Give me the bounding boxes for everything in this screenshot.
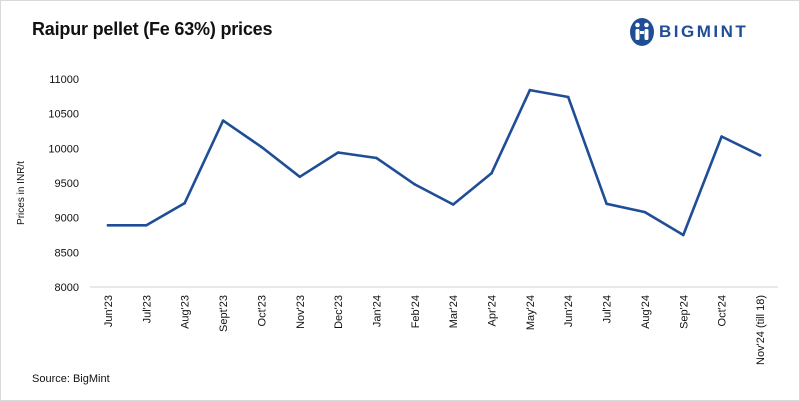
chart-title: Raipur pellet (Fe 63%) prices xyxy=(32,19,273,39)
data-point xyxy=(490,171,493,175)
y-tick-label: 9500 xyxy=(55,178,79,190)
x-axis: Jun'23 Jul'23 Aug'23 Sept'23 Oct'23 Nov'23 Dec… xyxy=(103,295,767,365)
data-point xyxy=(145,223,148,227)
data-point xyxy=(566,95,570,99)
x-tick-label: Apr'24 xyxy=(487,295,499,326)
x-tick-label: Sep'24 xyxy=(678,295,690,329)
x-tick-label: Sept'23 xyxy=(218,295,230,332)
x-tick-label: Jul'24 xyxy=(602,295,614,323)
y-axis-title: Prices in INR/t xyxy=(16,161,27,225)
x-tick-label: Jun'23 xyxy=(103,295,115,327)
x-tick-label: Aug'23 xyxy=(180,295,192,329)
data-point xyxy=(375,156,378,160)
x-tick-label: Jan'24 xyxy=(371,295,383,327)
x-tick-label: May'24 xyxy=(525,295,537,330)
bigmint-logo: BIGMINT xyxy=(629,15,779,49)
data-point xyxy=(183,201,187,205)
bigmint-logo-text: BIGMINT xyxy=(659,22,749,41)
y-tick-label: 10500 xyxy=(48,109,79,121)
data-point xyxy=(528,88,532,92)
chart-source: Source: BigMint xyxy=(32,373,110,385)
x-tick-label: Mar'24 xyxy=(448,295,460,328)
x-tick-label: Nov'23 xyxy=(295,295,307,329)
x-tick-label: Dec'23 xyxy=(333,295,345,329)
x-tick-label: Jul'23 xyxy=(141,295,153,323)
x-tick-label: Feb'24 xyxy=(410,295,422,328)
data-point xyxy=(260,145,263,149)
data-point xyxy=(298,175,302,179)
data-point xyxy=(643,210,647,214)
data-point xyxy=(451,203,455,206)
data-point xyxy=(106,223,110,227)
y-tick-label: 9000 xyxy=(55,213,79,225)
data-point xyxy=(413,183,417,186)
data-point xyxy=(758,153,762,157)
x-tick-label: Jun'24 xyxy=(563,295,575,327)
data-point xyxy=(221,119,225,122)
y-tick-label: 10000 xyxy=(48,143,79,155)
data-point xyxy=(605,202,608,206)
y-tick-label: 11000 xyxy=(49,74,79,86)
bigmint-logo-icon xyxy=(630,18,654,46)
y-tick-label: 8000 xyxy=(55,282,79,294)
x-tick-label: Aug'24 xyxy=(640,295,652,329)
data-points xyxy=(106,88,762,237)
y-axis: 8000 8500 9000 9500 10000 10500 11000 xyxy=(48,74,79,294)
x-tick-label: Oct'23 xyxy=(256,295,268,326)
x-tick-label: Nov'24 (till 18) xyxy=(755,295,767,365)
data-point xyxy=(336,151,340,154)
data-point xyxy=(681,233,685,237)
series-line xyxy=(106,88,762,237)
y-tick-label: 8500 xyxy=(55,247,79,259)
x-tick-label: Oct'24 xyxy=(717,295,729,326)
data-point xyxy=(720,135,723,138)
